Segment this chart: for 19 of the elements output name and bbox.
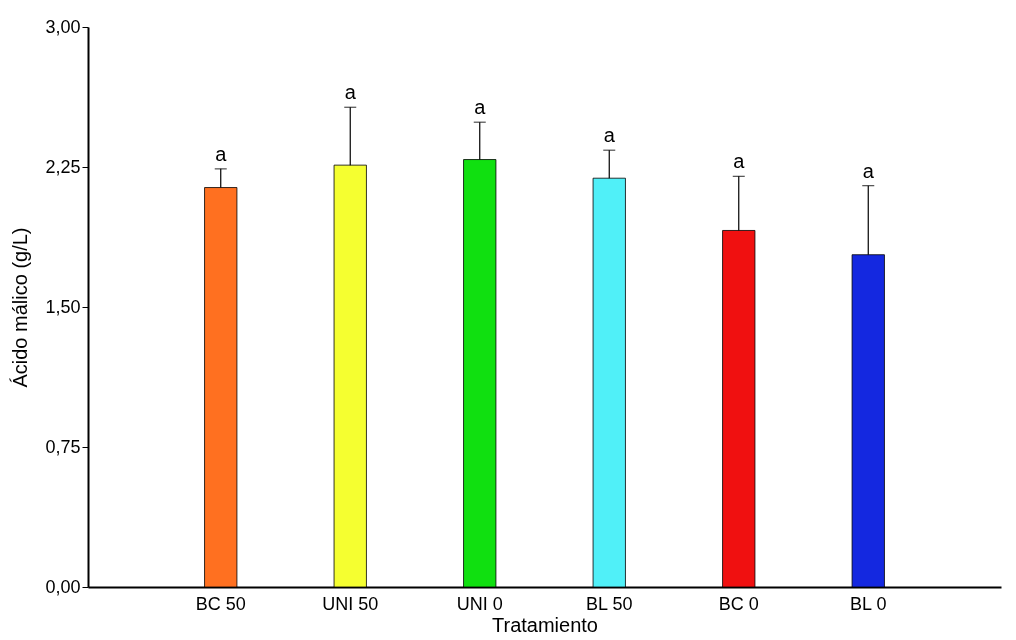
x-tick-label: BL 0	[850, 593, 887, 614]
annotation: a	[603, 124, 616, 147]
annotation: a	[344, 81, 357, 104]
y-tick-label: 3,00	[45, 16, 81, 37]
annotation: a	[733, 150, 746, 173]
x-tick-label: UNI 0	[456, 593, 503, 614]
x-axis-title: Tratamiento	[492, 613, 598, 636]
x-tick-label: BC 50	[195, 593, 246, 614]
y-axis-title: Ácido málico (g/L)	[9, 227, 32, 388]
x-tick-label: BC 0	[718, 593, 759, 614]
annotation: a	[215, 142, 228, 165]
y-tick-label: 0,00	[45, 576, 81, 597]
y-tick-label: 2,25	[45, 156, 81, 177]
x-tick-label: UNI 50	[322, 593, 379, 614]
annotation: a	[474, 96, 487, 119]
y-tick-label: 1,50	[45, 296, 81, 317]
annotation: a	[862, 159, 875, 182]
y-tick-label: 0,75	[45, 436, 81, 457]
x-tick-label: BL 50	[586, 593, 633, 614]
